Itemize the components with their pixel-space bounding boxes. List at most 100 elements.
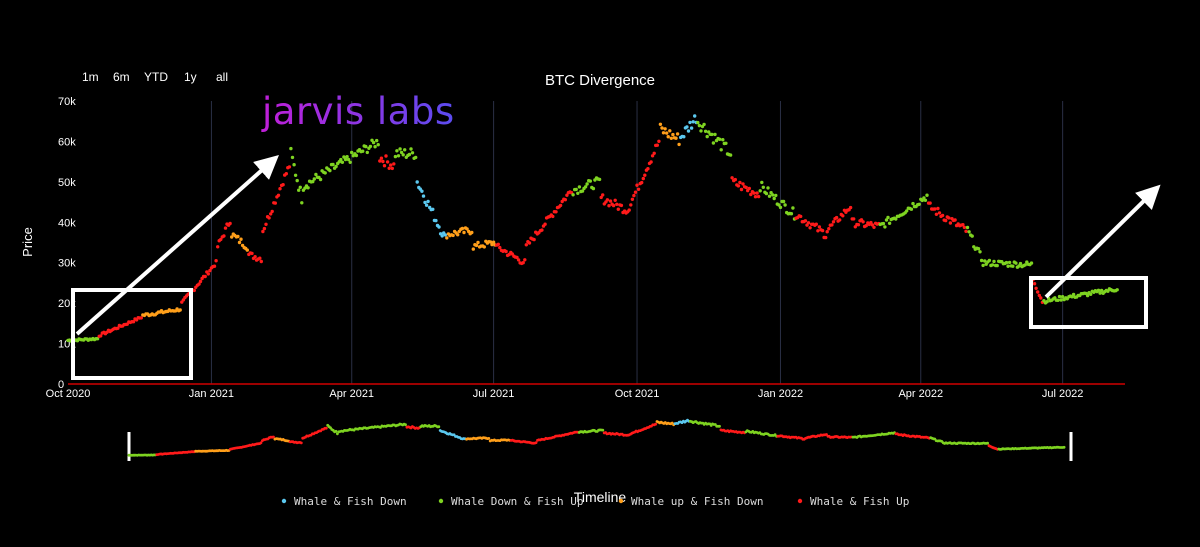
data-point [820, 228, 825, 233]
data-point [747, 186, 751, 191]
range-button-6m[interactable]: 6m [113, 70, 130, 84]
data-point [688, 120, 692, 125]
data-point [597, 177, 602, 182]
data-point [728, 153, 733, 157]
range-slider[interactable] [127, 418, 1073, 470]
data-point [983, 259, 987, 263]
data-point [198, 279, 203, 284]
data-point [228, 221, 232, 226]
data-point [290, 155, 295, 160]
legend-label: Whale & Fish Down [294, 495, 407, 508]
legend-item-whale-fish-down[interactable]: Whale & Fish Down [281, 495, 407, 508]
data-point [206, 272, 210, 276]
data-point [496, 242, 500, 246]
data-point [774, 193, 778, 198]
range-button-1m[interactable]: 1m [82, 70, 99, 84]
data-point [334, 164, 338, 169]
data-point [817, 225, 822, 229]
data-point [808, 226, 812, 230]
data-point [944, 218, 948, 223]
data-point [515, 255, 519, 260]
data-point [848, 205, 853, 210]
data-point [675, 132, 680, 136]
data-point [803, 219, 808, 223]
data-point [772, 196, 776, 201]
data-point [498, 245, 502, 250]
data-point [420, 189, 424, 193]
chart-title: BTC Divergence [545, 72, 655, 89]
legend-label: Whale Down & Fish Up [451, 495, 583, 508]
data-point [635, 183, 639, 187]
data-point [387, 166, 391, 170]
legend-item-whale-fish-up[interactable]: Whale & Fish Up [797, 495, 910, 508]
data-point [1037, 293, 1042, 298]
range-button-1y[interactable]: 1y [184, 70, 197, 84]
data-point [287, 165, 292, 169]
data-point [1057, 294, 1062, 299]
range-slider-minimap [127, 418, 1066, 457]
data-point [1045, 300, 1049, 304]
data-point [852, 217, 856, 221]
data-point [881, 221, 886, 226]
data-point [711, 141, 716, 145]
data-point [482, 245, 486, 249]
range-button-all[interactable]: all [216, 70, 228, 84]
data-point [456, 233, 460, 237]
data-point [1006, 264, 1010, 268]
data-point [368, 144, 373, 149]
range-slider-track[interactable] [129, 420, 1071, 470]
data-point [652, 151, 656, 155]
data-point [281, 183, 285, 187]
data-point [721, 138, 725, 142]
y-axis-label: Price [20, 227, 35, 257]
data-point [995, 263, 999, 268]
data-point [976, 247, 981, 251]
data-point [95, 337, 100, 341]
data-point [990, 263, 995, 267]
data-point [1089, 292, 1093, 296]
data-point [934, 212, 939, 216]
data-point [1053, 296, 1057, 300]
data-point [465, 227, 469, 231]
data-point [987, 258, 992, 263]
x-tick-label: Jul 2021 [473, 388, 515, 400]
data-point [738, 180, 742, 185]
data-point [250, 251, 254, 256]
x-tick-label: Oct 2021 [615, 388, 660, 400]
highlight-box-left [71, 288, 193, 380]
data-point [767, 194, 772, 198]
minimap-point [334, 429, 338, 433]
data-point [253, 255, 257, 259]
data-point [608, 199, 613, 203]
data-point [741, 182, 745, 186]
data-point [470, 230, 474, 235]
data-point [385, 160, 390, 164]
data-point [923, 198, 928, 202]
data-point [1099, 288, 1104, 293]
data-point [407, 152, 412, 157]
minimap-point [654, 422, 657, 426]
data-point [739, 187, 744, 192]
data-point [314, 172, 318, 177]
data-point [293, 173, 298, 177]
highlight-box-right [1029, 276, 1148, 329]
data-point [736, 184, 741, 188]
data-point [399, 150, 404, 155]
legend-item-whale-down-fish-up[interactable]: Whale Down & Fish Up [438, 495, 584, 508]
data-point [451, 233, 455, 238]
data-point [814, 222, 818, 226]
range-button-ytd[interactable]: YTD [144, 70, 168, 84]
y-tick-label: 30k [58, 258, 76, 270]
legend-item-whale-up-fish-down[interactable]: Whale up & Fish Down [618, 495, 764, 508]
data-point [702, 122, 706, 127]
data-point [658, 122, 663, 127]
data-point [1034, 286, 1038, 290]
data-point [703, 129, 708, 133]
data-point [298, 185, 302, 189]
data-point [719, 148, 723, 152]
data-point [284, 172, 288, 176]
data-point [979, 258, 984, 263]
data-point [588, 179, 592, 183]
data-point [965, 225, 970, 230]
minimap-point [601, 428, 605, 432]
